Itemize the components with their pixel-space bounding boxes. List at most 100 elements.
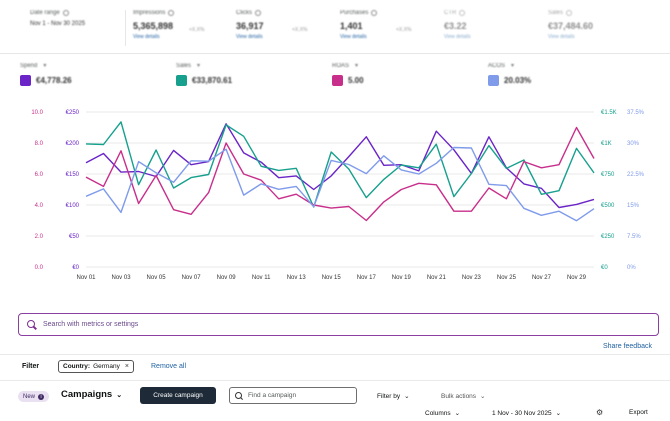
left-axis-1-tick-label: 4.0 (35, 203, 44, 209)
view-details-link[interactable]: View details (133, 34, 160, 40)
create-campaign-button[interactable]: Create campaign (140, 387, 216, 404)
metric-color-swatch (20, 75, 31, 86)
right-axis-2-tick-label: 15% (627, 203, 640, 209)
series-line-sales[interactable] (85, 121, 595, 208)
columns-dropdown[interactable]: Columns ⌄ (425, 409, 461, 418)
x-tick-label: Nov 27 (532, 275, 552, 281)
right-axis-2-tick-label: 0% (627, 265, 636, 271)
filter-label: Filter (22, 363, 40, 370)
series-line-roas[interactable] (85, 126, 595, 222)
metric-value: 20.03% (504, 76, 532, 85)
date-range-dropdown[interactable]: 1 Nov - 30 Nov 2025 ⌄ (492, 409, 562, 418)
kpi-change: +X.X% (396, 27, 412, 33)
x-tick-label: Nov 07 (182, 275, 202, 281)
find-campaign-placeholder: Find a campaign (248, 392, 297, 399)
kpi-purchases[interactable]: Purchases 1,401 +X.X% View details (340, 10, 440, 50)
filter-chip-country[interactable]: Country: Germany × (58, 360, 134, 373)
right-axis-2-tick-label: 37.5% (627, 110, 645, 116)
close-icon[interactable]: × (124, 363, 129, 370)
x-tick-label: Nov 05 (147, 275, 167, 281)
metric-selector-spend[interactable]: Spend ▾ €4,778.26 (20, 62, 140, 92)
metric-label: ACOS (488, 62, 506, 69)
remove-all-filters-link[interactable]: Remove all (151, 363, 187, 370)
metric-selector-acos[interactable]: ACOS ▾ 20.03% (488, 62, 608, 92)
series-line-spend[interactable] (85, 123, 595, 209)
search-placeholder: Search with metrics or settings (43, 321, 139, 328)
chevron-down-icon: ⌄ (116, 391, 123, 399)
metric-value: 5.00 (348, 76, 364, 85)
chevron-down-icon: ▾ (355, 63, 359, 69)
x-tick-label: Nov 19 (392, 275, 412, 281)
kpi-value: 1,401 (340, 21, 363, 31)
kpi-impressions[interactable]: Impressions 5,365,898 +X.X% View details (133, 10, 233, 50)
metric-color-swatch (488, 75, 499, 86)
new-badge-label: New (23, 393, 36, 400)
new-badge[interactable]: New i (18, 391, 50, 402)
kpi-label: Purchases (340, 10, 369, 16)
kpi-label: Date range (30, 10, 60, 16)
kpi-value: Nov 1 - Nov 30 2025 (30, 21, 86, 27)
kpi-summary-row: Date range Nov 1 - Nov 30 2025 Impressio… (0, 0, 670, 54)
metric-value: €4,778.26 (36, 76, 72, 85)
metric-color-swatch (176, 75, 187, 86)
info-icon (62, 10, 69, 16)
info-icon: i (38, 393, 45, 400)
left-axis-2-tick-label: €250 (66, 110, 80, 116)
divider (125, 10, 126, 46)
right-axis-2-tick-label: 7.5% (627, 234, 641, 240)
bulk-actions-dropdown[interactable]: Bulk actions ⌄ (441, 392, 486, 401)
kpi-label: Impressions (133, 10, 166, 16)
kpi-date-range[interactable]: Date range Nov 1 - Nov 30 2025 (30, 10, 130, 50)
campaigns-dropdown[interactable]: Campaigns ⌄ (61, 389, 122, 400)
metric-label: Sales (176, 62, 192, 69)
gear-icon[interactable]: ⚙ (596, 408, 604, 417)
chevron-down-icon: ⌄ (480, 393, 486, 400)
metric-label: ROAS (332, 62, 350, 69)
campaigns-title: Campaigns (61, 389, 113, 400)
view-details-link[interactable]: View details (444, 34, 471, 40)
x-tick-label: Nov 01 (76, 275, 96, 281)
kpi-sales[interactable]: Sales €37,484.60 View details (548, 10, 648, 50)
info-icon (371, 10, 378, 16)
campaigns-toolbar: New i Campaigns ⌄ Create campaign Find a… (0, 380, 670, 421)
left-axis-1-tick-label: 10.0 (31, 110, 43, 116)
right-axis-1-tick-label: €1.5K (601, 110, 617, 116)
metric-selector-sales[interactable]: Sales ▾ €33,870.61 (176, 62, 296, 92)
filter-by-dropdown[interactable]: Filter by ⌄ (377, 392, 410, 401)
kpi-label: CTR (444, 10, 457, 16)
info-icon (459, 10, 466, 16)
right-axis-1-tick-label: €1K (601, 141, 612, 147)
right-axis-2-tick-label: 30% (627, 141, 640, 147)
left-axis-2-tick-label: €0 (72, 265, 79, 271)
x-tick-label: Nov 13 (287, 275, 307, 281)
x-tick-label: Nov 03 (112, 275, 132, 281)
x-tick-label: Nov 23 (462, 275, 482, 281)
metrics-search-bar[interactable]: Search with metrics or settings (18, 313, 659, 336)
metric-selector-roas[interactable]: ROAS ▾ 5.00 (332, 62, 452, 92)
date-range-label: 1 Nov - 30 Nov 2025 (492, 409, 552, 417)
view-details-link[interactable]: View details (236, 34, 263, 40)
left-axis-2-tick-label: €200 (66, 141, 80, 147)
left-axis-1-tick-label: 0.0 (35, 265, 44, 271)
filter-bar: Filter Country: Germany × Remove all (0, 354, 670, 378)
chevron-down-icon: ▾ (197, 63, 201, 69)
right-axis-2-tick-label: 22.5% (627, 172, 645, 178)
kpi-clicks[interactable]: Clicks 36,917 +X.X% View details (236, 10, 336, 50)
view-details-link[interactable]: View details (548, 34, 575, 40)
chevron-down-icon: ⌄ (454, 410, 461, 417)
x-tick-label: Nov 11 (252, 275, 271, 281)
view-details-link[interactable]: View details (340, 34, 367, 40)
x-tick-label: Nov 21 (427, 275, 447, 281)
series-line-acos[interactable] (85, 146, 595, 222)
share-feedback-link[interactable]: Share feedback (602, 343, 652, 350)
info-icon (566, 10, 573, 16)
left-axis-1-tick-label: 6.0 (35, 172, 44, 178)
info-icon (255, 10, 261, 16)
left-axis-2-tick-label: €150 (66, 172, 80, 178)
chevron-down-icon: ⌄ (555, 410, 562, 417)
right-axis-1-tick-label: €250 (601, 234, 615, 240)
x-tick-label: Nov 29 (567, 275, 587, 281)
find-campaign-input[interactable]: Find a campaign (229, 387, 357, 404)
export-button[interactable]: Export (629, 409, 648, 416)
kpi-ctr[interactable]: CTR €3.22 View details (444, 10, 544, 50)
